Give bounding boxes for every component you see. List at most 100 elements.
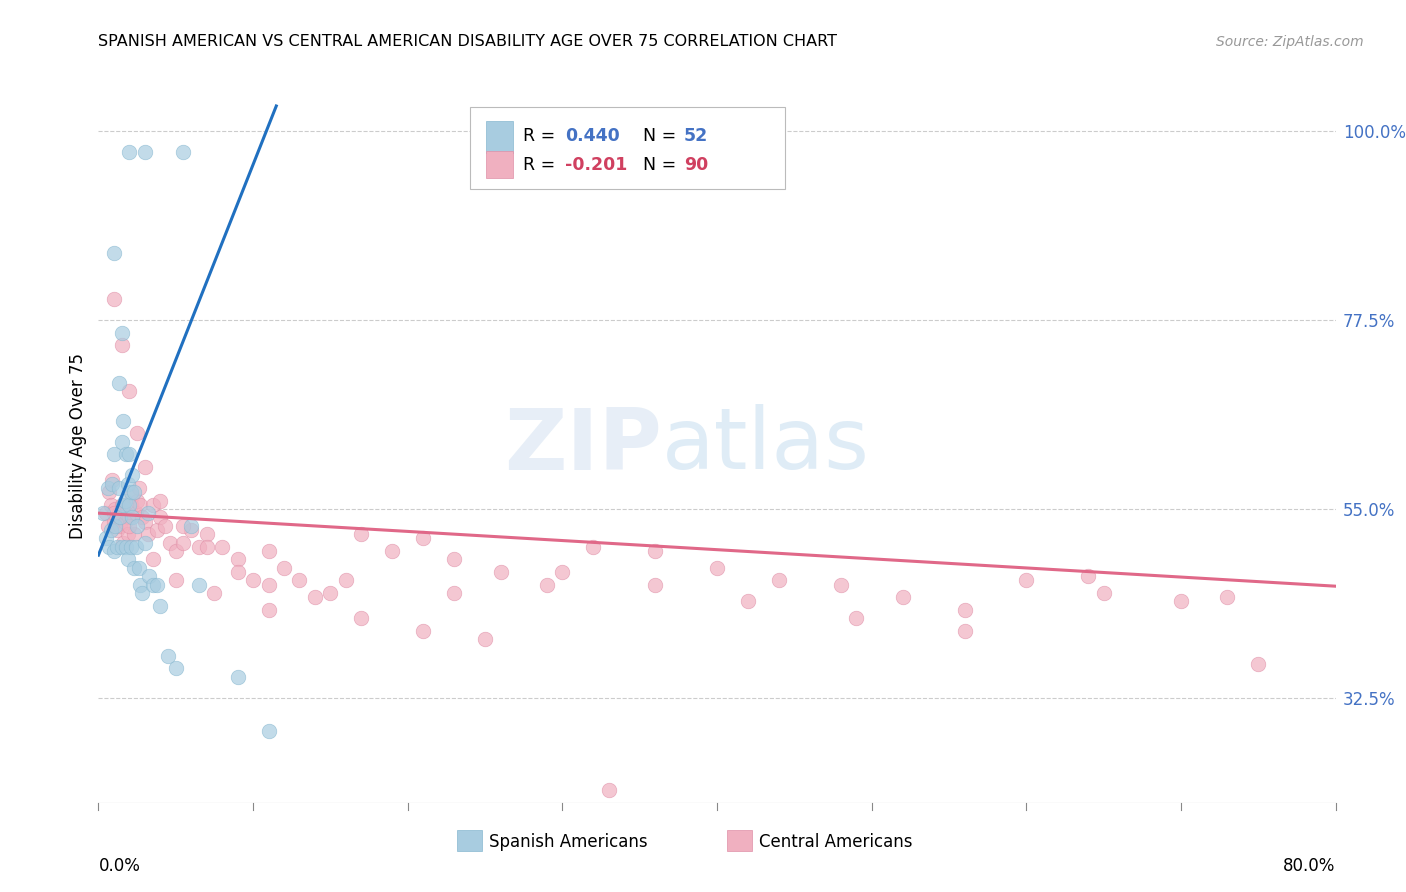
Point	[350, 527, 373, 541]
Text: 0.440: 0.440	[565, 127, 620, 145]
Point	[195, 540, 218, 554]
Point	[117, 476, 139, 491]
Point	[1077, 569, 1099, 583]
Text: R =: R =	[523, 127, 561, 145]
Point	[536, 577, 558, 591]
Point	[124, 540, 146, 554]
Point	[118, 447, 141, 461]
Point	[443, 586, 465, 600]
Point	[319, 586, 342, 600]
Point	[211, 540, 233, 554]
Point	[100, 523, 122, 537]
Text: Source: ZipAtlas.com: Source: ZipAtlas.com	[1216, 35, 1364, 49]
Text: Spanish Americans: Spanish Americans	[489, 833, 648, 851]
Point	[350, 611, 373, 625]
Point	[98, 540, 121, 554]
Point	[107, 506, 129, 520]
Point	[121, 489, 143, 503]
Point	[195, 527, 218, 541]
Text: Central Americans: Central Americans	[759, 833, 912, 851]
FancyBboxPatch shape	[470, 107, 785, 189]
Point	[128, 560, 150, 574]
Point	[1170, 594, 1192, 608]
Point	[105, 540, 128, 554]
Point	[103, 292, 125, 306]
Text: ZIP: ZIP	[503, 404, 661, 488]
Point	[96, 532, 118, 546]
Point	[127, 493, 149, 508]
Point	[111, 326, 134, 340]
Point	[159, 535, 181, 549]
Point	[105, 523, 128, 537]
Point	[173, 535, 195, 549]
Point	[108, 510, 131, 524]
Point	[115, 506, 138, 520]
Point	[111, 434, 134, 449]
Point	[149, 493, 172, 508]
Point	[226, 565, 249, 579]
Point	[111, 540, 134, 554]
Point	[111, 498, 134, 512]
Point	[188, 540, 211, 554]
Point	[103, 544, 125, 558]
Point	[1216, 590, 1239, 604]
Point	[120, 485, 142, 500]
Point	[103, 506, 125, 520]
Point	[644, 577, 666, 591]
Point	[122, 560, 145, 574]
Point	[953, 603, 976, 617]
Point	[134, 145, 156, 160]
Point	[98, 485, 121, 500]
Point	[91, 506, 114, 520]
Point	[136, 506, 159, 520]
Point	[304, 590, 326, 604]
Point	[165, 544, 187, 558]
Point	[489, 565, 512, 579]
Point	[97, 518, 120, 533]
Text: 0.0%: 0.0%	[98, 857, 141, 875]
Text: SPANISH AMERICAN VS CENTRAL AMERICAN DISABILITY AGE OVER 75 CORRELATION CHART: SPANISH AMERICAN VS CENTRAL AMERICAN DIS…	[98, 34, 838, 49]
Point	[146, 523, 169, 537]
Point	[122, 485, 145, 500]
Point	[103, 515, 125, 529]
Point	[142, 552, 165, 566]
Point	[96, 506, 118, 520]
Point	[134, 535, 156, 549]
Point	[112, 414, 135, 428]
Point	[118, 510, 141, 524]
Point	[381, 544, 404, 558]
Point	[108, 518, 131, 533]
FancyBboxPatch shape	[457, 830, 482, 851]
Point	[1247, 657, 1270, 672]
Point	[120, 498, 142, 512]
Point	[117, 552, 139, 566]
Point	[273, 560, 295, 574]
Point	[188, 577, 211, 591]
Point	[100, 498, 122, 512]
Point	[706, 560, 728, 574]
Text: 80.0%: 80.0%	[1284, 857, 1336, 875]
Y-axis label: Disability Age Over 75: Disability Age Over 75	[69, 353, 87, 539]
Point	[115, 447, 138, 461]
Point	[474, 632, 496, 646]
Point	[226, 552, 249, 566]
Point	[149, 510, 172, 524]
Text: -0.201: -0.201	[565, 156, 627, 174]
Point	[1092, 586, 1115, 600]
Point	[107, 481, 129, 495]
FancyBboxPatch shape	[485, 152, 513, 178]
Point	[257, 724, 280, 739]
Text: N =: N =	[643, 156, 682, 174]
Point	[124, 506, 146, 520]
Point	[115, 540, 138, 554]
Point	[122, 527, 145, 541]
Text: atlas: atlas	[661, 404, 869, 488]
Point	[103, 447, 125, 461]
Point	[118, 498, 141, 512]
Point	[146, 577, 169, 591]
Point	[101, 473, 124, 487]
Text: N =: N =	[643, 127, 682, 145]
Point	[118, 145, 141, 160]
Point	[153, 518, 176, 533]
Point	[121, 468, 143, 483]
